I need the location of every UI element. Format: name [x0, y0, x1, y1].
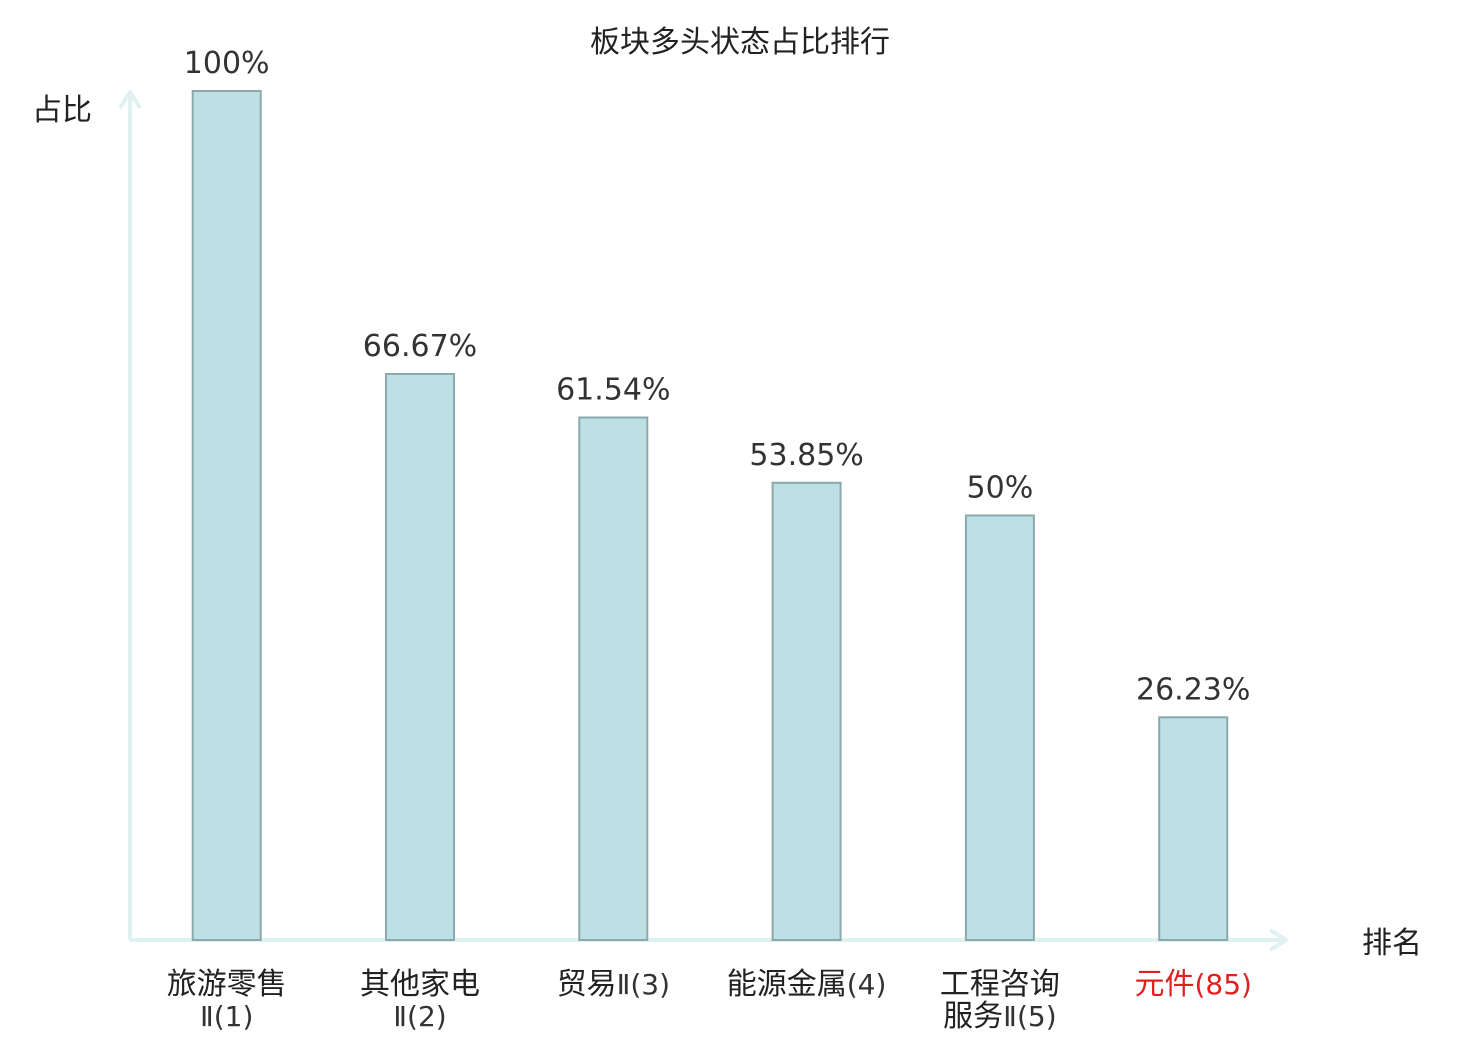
category-label: 服务Ⅱ(5): [943, 999, 1056, 1034]
category-label: 能源金属(4): [727, 967, 887, 1002]
y-axis-label: 占比: [32, 93, 92, 128]
data-label: 61.54%: [556, 373, 670, 408]
category-label: 元件(85): [1134, 967, 1251, 1002]
data-label: 66.67%: [363, 329, 477, 364]
x-axis-arrow: [1268, 928, 1288, 952]
bar: [771, 481, 842, 941]
bar: [964, 514, 1035, 941]
data-label: 100%: [184, 46, 270, 81]
axes: [118, 90, 1288, 952]
category-label: Ⅱ(2): [393, 1000, 446, 1033]
y-axis-arrow: [118, 90, 142, 110]
value-labels: 100% 66.67% 61.54% 53.85% 50% 26.23%: [184, 46, 1251, 707]
category-label: 贸易Ⅱ(3): [557, 967, 670, 1002]
category-label: 工程咨询: [940, 967, 1060, 1002]
bar: [578, 416, 649, 941]
data-label: 26.23%: [1136, 672, 1250, 707]
bar: [385, 373, 455, 941]
data-label: 50%: [967, 471, 1034, 506]
x-axis-label: 排名: [1362, 926, 1422, 961]
bars: [191, 90, 1229, 941]
category-label: Ⅱ(1): [200, 1000, 253, 1033]
category-label: 其他家电: [360, 967, 480, 1002]
chart-title: 板块多头状态占比排行: [590, 25, 890, 60]
bar: [1158, 716, 1229, 941]
bar: [191, 90, 262, 941]
data-label: 53.85%: [749, 438, 863, 473]
category-label: 旅游零售: [167, 967, 287, 1002]
